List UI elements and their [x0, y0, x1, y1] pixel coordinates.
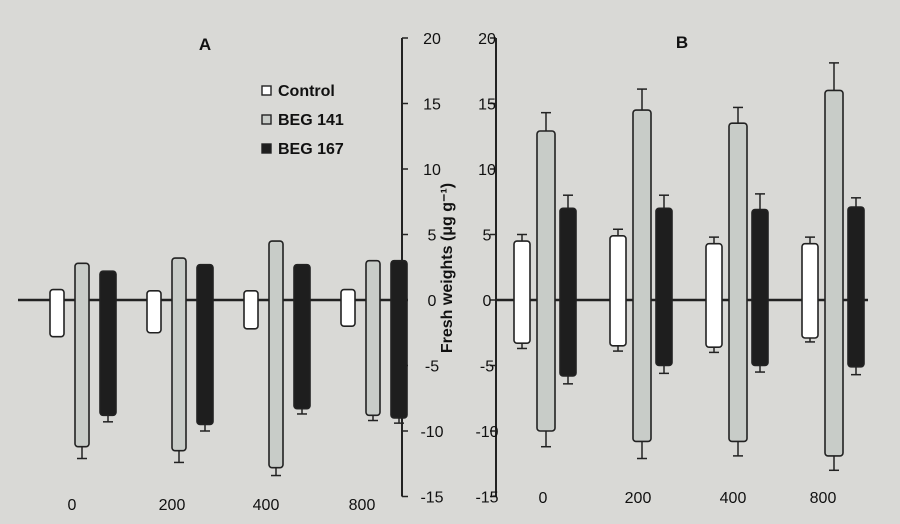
legend-entry: BEG 167	[278, 141, 344, 158]
bar-control	[609, 235, 627, 347]
y-tick-label: 0	[428, 293, 437, 310]
x-category-label: 0	[539, 490, 548, 507]
legend-swatch	[261, 143, 272, 154]
y-tick-label: 15	[423, 97, 441, 114]
y-tick-label: -15	[420, 490, 443, 507]
y-tick-label: 15	[478, 97, 496, 114]
bar-beg-167	[196, 263, 214, 426]
bar-control	[340, 288, 356, 327]
bar-beg-167	[847, 206, 865, 368]
bar-beg-167	[559, 207, 577, 377]
legend-swatch	[261, 85, 272, 96]
y-axis-label: Fresh weights (μg g⁻¹)	[439, 183, 456, 353]
bar-beg-167	[293, 263, 311, 410]
y-tick-label: 10	[423, 162, 441, 179]
x-category-label: 400	[253, 497, 280, 514]
y-tick-label: 0	[483, 293, 492, 310]
bar-beg-141	[728, 122, 748, 443]
y-tick-label: 5	[483, 228, 492, 245]
x-category-label: 800	[349, 497, 376, 514]
bar-control	[146, 290, 162, 334]
bar-beg-167	[655, 207, 673, 367]
bar-beg-167	[751, 208, 769, 367]
bar-beg-141	[268, 240, 284, 469]
bar-beg-141	[171, 257, 187, 452]
y-tick-label: -10	[420, 424, 443, 441]
bar-control	[705, 242, 723, 348]
y-tick-label: 10	[478, 162, 496, 179]
y-tick-label: 5	[428, 228, 437, 245]
bar-beg-167	[390, 259, 408, 419]
bar-control	[49, 288, 65, 338]
bars-layer	[49, 62, 865, 477]
x-category-label: 400	[720, 490, 747, 507]
y-tick-label: -15	[475, 490, 498, 507]
legend-entry: Control	[278, 83, 335, 100]
y-tick-label: 20	[478, 31, 496, 48]
y-tick-label: -5	[480, 359, 494, 376]
x-category-label: 200	[159, 497, 186, 514]
bar-control	[513, 240, 531, 345]
x-category-label: 0	[68, 497, 77, 514]
y-tick-label: 20	[423, 31, 441, 48]
y-tick-label: -5	[425, 359, 439, 376]
x-category-label: 800	[810, 490, 837, 507]
legend-entry: BEG 141	[278, 112, 344, 129]
bar-beg-167	[99, 270, 117, 417]
bar-beg-141	[365, 259, 381, 417]
legend-swatch	[261, 114, 272, 125]
panel-label-A: A	[199, 35, 211, 54]
panel-label-B: B	[676, 33, 688, 52]
bar-control	[243, 290, 259, 330]
bar-control	[801, 242, 819, 339]
bar-beg-141	[632, 109, 652, 443]
bar-beg-141	[536, 130, 556, 432]
x-category-label: 200	[625, 490, 652, 507]
bar-beg-141	[824, 89, 844, 457]
bar-beg-141	[74, 262, 90, 448]
y-tick-label: -10	[475, 424, 498, 441]
